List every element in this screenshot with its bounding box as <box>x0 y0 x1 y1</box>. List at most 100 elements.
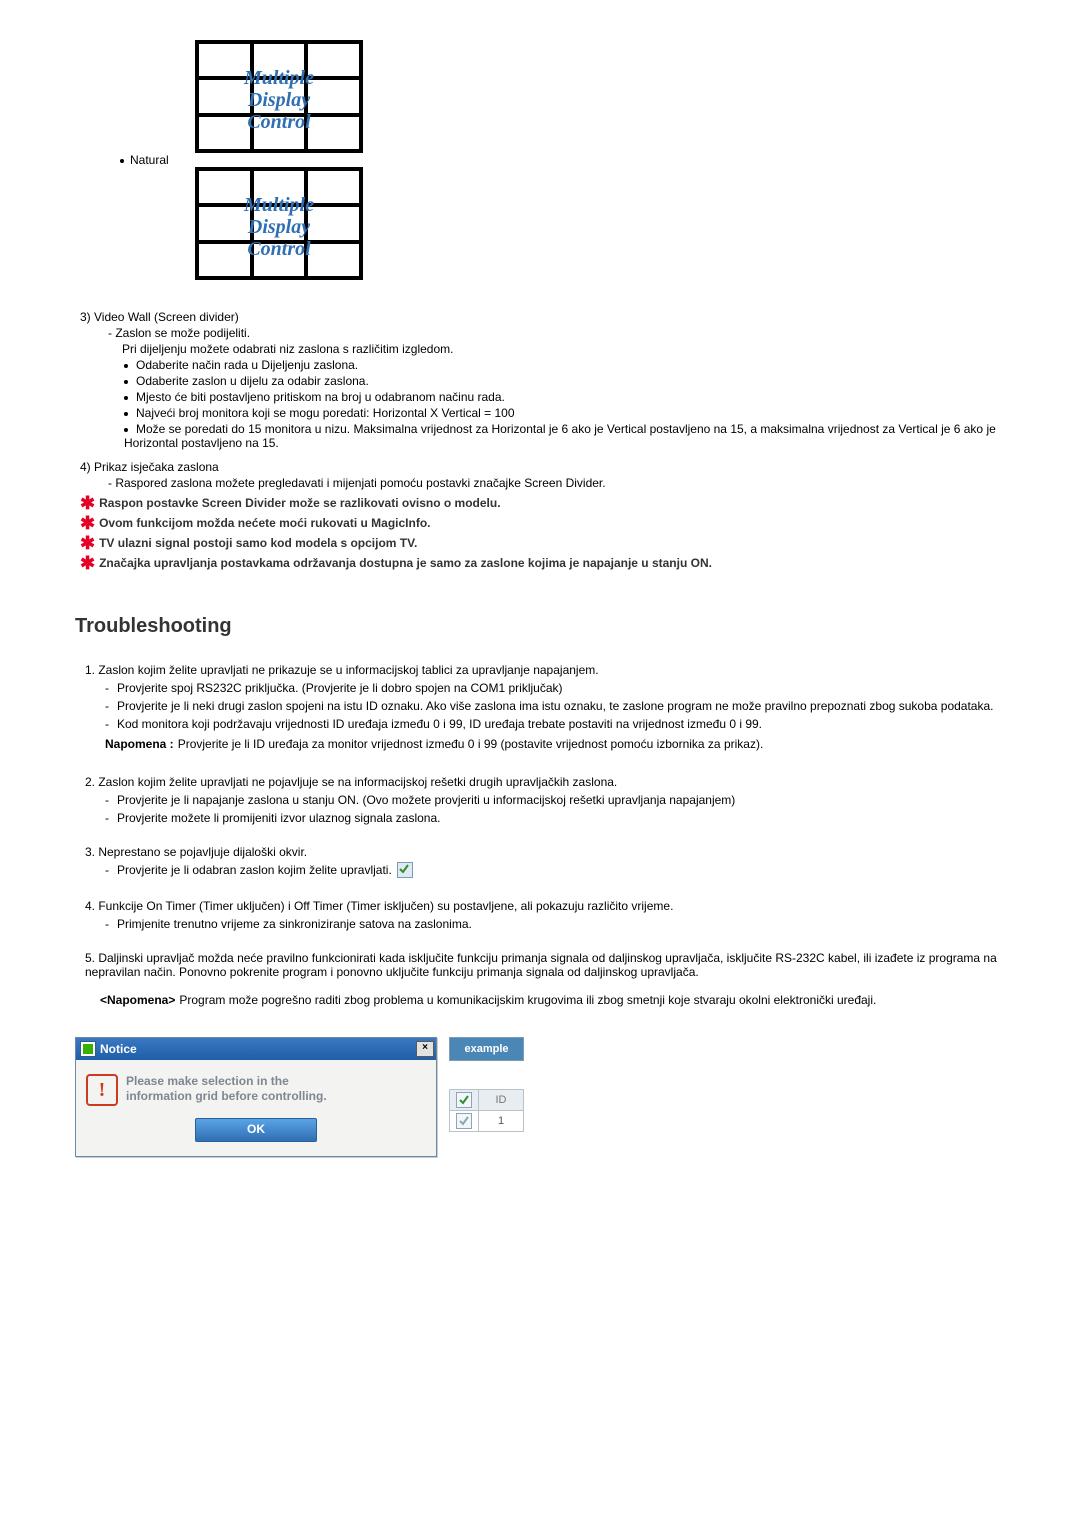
section-3-bullet: Odaberite zaslon u dijelu za odabir zasl… <box>124 374 1020 388</box>
ts-1-note-text: Provjerite je li ID uređaja za monitor v… <box>178 737 764 751</box>
natural-text: Natural <box>130 153 169 167</box>
section-3-title: 3) Video Wall (Screen divider) <box>80 310 1020 324</box>
section-3-bullet-text: Odaberite način rada u Dijeljenju zaslon… <box>136 358 358 372</box>
ts-1-sub: -Kod monitora koji podržavaju vrijednost… <box>105 717 1020 731</box>
notice-title-text: Notice <box>100 1042 137 1056</box>
troubleshooting-heading: Troubleshooting <box>75 615 1020 638</box>
section-3-bullet-text: Mjesto će biti postavljeno pritiskom na … <box>136 390 505 404</box>
section-3-bullet: Može se poredati do 15 monitora u nizu. … <box>124 422 1020 450</box>
section-3-bullet: Odaberite način rada u Dijeljenju zaslon… <box>124 358 1020 372</box>
ts-napomena-text: Program može pogrešno raditi zbog proble… <box>179 993 876 1007</box>
warning-icon: ! <box>86 1074 118 1106</box>
section-3-dash: - Zaslon se može podijeliti. <box>108 326 1020 340</box>
ts-2-sub: -Provjerite možete li promijeniti izvor … <box>105 811 1020 825</box>
ts-3-title: 3. Neprestano se pojavljuje dijaloški ok… <box>85 845 1020 859</box>
section-3-bullet: Mjesto će biti postavljeno pritiskom na … <box>124 390 1020 404</box>
ts-2-sub-text: Provjerite je li napajanje zaslona u sta… <box>117 793 1020 807</box>
star-text: Raspon postavke Screen Divider može se r… <box>99 496 500 510</box>
ts-1-sub: -Provjerite je li neki drugi zaslon spoj… <box>105 699 1020 713</box>
example-row-check <box>450 1111 479 1132</box>
section-4-title: 4) Prikaz isječaka zaslona <box>80 460 1020 474</box>
app-icon <box>80 1041 96 1057</box>
star-note: ✱ Značajka upravljanja postavkama održava… <box>80 556 1020 570</box>
mdc-line-3: Control <box>247 111 310 133</box>
mdc-text: Multiple Display Control <box>199 50 359 149</box>
notice-ok-row: OK <box>76 1112 436 1156</box>
ts-item-1: 1. Zaslon kojim želite upravljati ne pri… <box>85 663 1020 751</box>
ts-item-4: 4. Funkcije On Timer (Timer uključen) i … <box>85 899 1020 931</box>
section-3-indent: Pri dijeljenju možete odabrati niz zaslo… <box>122 342 1020 356</box>
checkbox-icon[interactable] <box>456 1092 472 1108</box>
ts-napomena-label: <Napomena> <box>100 993 175 1007</box>
star-note: ✱ Ovom funkcijom možda nećete moći rukova… <box>80 516 1020 530</box>
mdc-line-1b: Multiple <box>244 194 314 216</box>
example-table: ID 1 <box>449 1089 524 1132</box>
star-note: ✱ Raspon postavke Screen Divider može se … <box>80 496 1020 510</box>
section-3-bullet: Najveći broj monitora koji se mogu pored… <box>124 406 1020 420</box>
ts-2-sub: -Provjerite je li napajanje zaslona u st… <box>105 793 1020 807</box>
mdc-stack: Multiple Display Control Multiple Displa… <box>195 40 363 280</box>
example-header: example <box>449 1037 524 1061</box>
section-3-bullet-text: Može se poredati do 15 monitora u nizu. … <box>124 422 996 450</box>
section-4: 4) Prikaz isječaka zaslona - Raspored za… <box>80 460 1020 490</box>
mdc-text: Multiple Display Control <box>199 177 359 276</box>
ts-3-sub-text-inner: Provjerite je li odabran zaslon kojim že… <box>117 863 392 877</box>
notice-message: Please make selection in the information… <box>126 1074 327 1104</box>
star-note: ✱ TV ulazni signal postoji samo kod model… <box>80 536 1020 550</box>
ts-napomena: <Napomena> Program može pogrešno raditi … <box>100 993 1020 1007</box>
ts-5-title: 5. Daljinski upravljač možda neće pravil… <box>85 951 1020 979</box>
natural-row: Natural Multiple Display Control Multipl… <box>120 40 1020 280</box>
star-text: TV ulazni signal postoji samo kod modela… <box>99 536 417 550</box>
ts-item-2: 2. Zaslon kojim želite upravljati ne poj… <box>85 775 1020 825</box>
notice-message-line2: information grid before controlling. <box>126 1089 327 1103</box>
notice-title-left: Notice <box>80 1041 137 1057</box>
example-col-check <box>450 1090 479 1111</box>
mdc-line-2b: Display <box>248 216 310 238</box>
section-3: 3) Video Wall (Screen divider) - Zaslon … <box>80 310 1020 450</box>
checkbox-icon[interactable] <box>456 1113 472 1129</box>
checked-icon <box>397 862 413 878</box>
notice-titlebar: Notice × <box>76 1038 436 1060</box>
mdc-grid-top: Multiple Display Control <box>195 40 363 153</box>
section-3-bullet-text: Odaberite zaslon u dijelu za odabir zasl… <box>136 374 369 388</box>
mdc-line-3b: Control <box>247 238 310 260</box>
ts-4-sub: -Primjenite trenutno vrijeme za sinkroni… <box>105 917 1020 931</box>
page: Natural Multiple Display Control Multipl… <box>0 0 1080 1527</box>
mdc-grid-bottom: Multiple Display Control <box>195 167 363 280</box>
ts-4-sub-text: Primjenite trenutno vrijeme za sinkroniz… <box>117 917 1020 931</box>
ts-item-5: 5. Daljinski upravljač možda neće pravil… <box>85 951 1020 979</box>
ts-1-note-label: Napomena : <box>105 737 174 751</box>
example-row-id: 1 <box>479 1111 524 1132</box>
ts-4-title: 4. Funkcije On Timer (Timer uključen) i … <box>85 899 1020 913</box>
star-icon: ✱ <box>80 516 95 530</box>
example-col-id: ID <box>479 1090 524 1111</box>
star-text: Značajka upravljanja postavkama održavan… <box>99 556 712 570</box>
ts-2-title: 2. Zaslon kojim želite upravljati ne poj… <box>85 775 1020 789</box>
ts-1-sub-text: Provjerite je li neki drugi zaslon spoje… <box>117 699 1020 713</box>
star-text: Ovom funkcijom možda nećete moći rukovat… <box>99 516 430 530</box>
section-3-bullet-text: Najveći broj monitora koji se mogu pored… <box>136 406 515 420</box>
ts-3-sub: - Provjerite je li odabran zaslon kojim … <box>105 863 1020 879</box>
notice-body: ! Please make selection in the informati… <box>76 1060 436 1112</box>
ts-1-sub-text: Provjerite spoj RS232C priključka. (Prov… <box>117 681 1020 695</box>
star-icon: ✱ <box>80 556 95 570</box>
mdc-line-2: Display <box>248 89 310 111</box>
notice-message-line1: Please make selection in the <box>126 1074 289 1088</box>
ts-2-sub-text: Provjerite možete li promijeniti izvor u… <box>117 811 1020 825</box>
ts-1-title: 1. Zaslon kojim želite upravljati ne pri… <box>85 663 1020 677</box>
example-block: example ID 1 <box>449 1037 524 1132</box>
ts-1-sub-text: Kod monitora koji podržavaju vrijednosti… <box>117 717 1020 731</box>
ts-3-sub-text: Provjerite je li odabran zaslon kojim že… <box>117 863 1020 879</box>
mdc-line-1: Multiple <box>244 67 314 89</box>
ts-item-3: 3. Neprestano se pojavljuje dijaloški ok… <box>85 845 1020 879</box>
bottom-row: Notice × ! Please make selection in the … <box>75 1037 1020 1157</box>
notice-dialog: Notice × ! Please make selection in the … <box>75 1037 437 1157</box>
natural-label: Natural <box>120 153 195 167</box>
section-4-dash: - Raspored zaslona možete pregledavati i… <box>108 476 1020 490</box>
ts-1-note: Napomena : Provjerite je li ID uređaja z… <box>105 737 1020 751</box>
ok-button[interactable]: OK <box>195 1118 317 1142</box>
star-icon: ✱ <box>80 536 95 550</box>
close-button[interactable]: × <box>416 1041 434 1057</box>
ts-1-sub: -Provjerite spoj RS232C priključka. (Pro… <box>105 681 1020 695</box>
star-icon: ✱ <box>80 496 95 510</box>
